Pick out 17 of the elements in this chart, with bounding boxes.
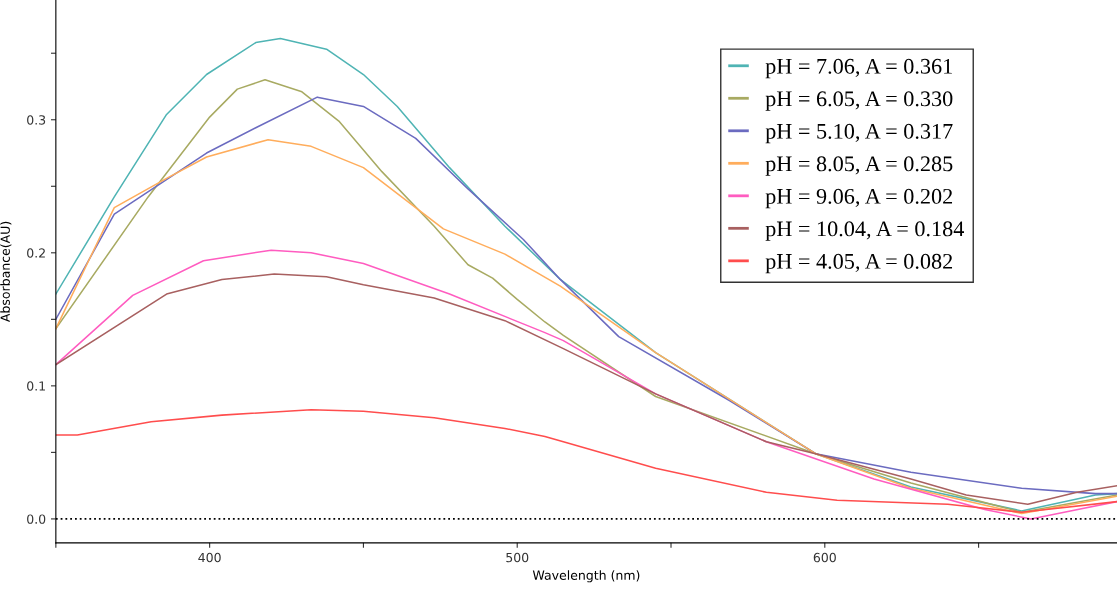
x-tick-label: 400 bbox=[198, 552, 221, 563]
legend-label: pH = 5.10, A = 0.317 bbox=[765, 123, 953, 144]
legend-label: pH = 9.06, A = 0.202 bbox=[765, 188, 953, 209]
x-tick-label: 600 bbox=[813, 552, 836, 563]
legend-label: pH = 8.05, A = 0.285 bbox=[765, 156, 953, 176]
legend-label: pH = 6.05, A = 0.330 bbox=[765, 91, 953, 111]
line-series bbox=[55, 409, 1117, 514]
y-tick-label: 0.0 bbox=[27, 514, 46, 524]
legend-label: pH = 4.05, A = 0.082 bbox=[765, 253, 953, 274]
y-tick-label: 0.1 bbox=[27, 381, 45, 391]
y-tick-label: 0.2 bbox=[27, 248, 45, 258]
y-axis-title: Absorbance(AU) bbox=[0, 221, 12, 322]
y-tick-label: 0.3 bbox=[27, 115, 46, 125]
x-tick-label: 500 bbox=[506, 552, 529, 563]
legend-label: pH = 7.06, A = 0.361 bbox=[765, 58, 952, 79]
x-axis-title: Wavelength (nm) bbox=[532, 570, 640, 583]
legend-label: pH = 10.04, A = 0.184 bbox=[765, 221, 965, 241]
